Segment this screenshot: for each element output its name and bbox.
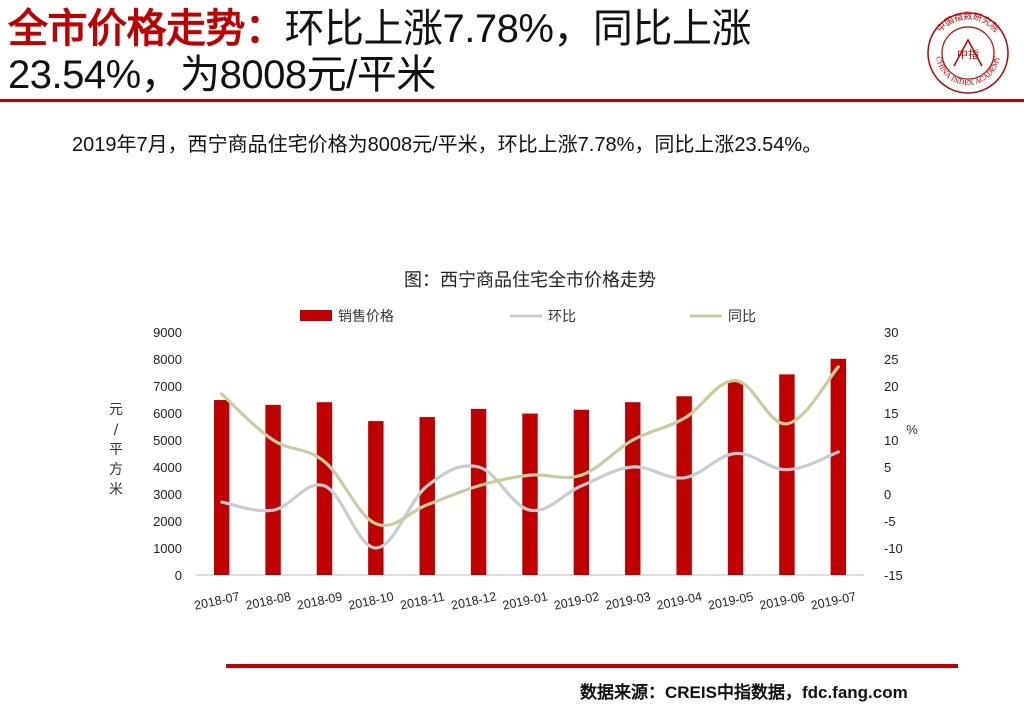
y-left-label-char: 米 bbox=[109, 482, 123, 498]
bar-2019-01 bbox=[522, 413, 538, 575]
x-tick-2019-05: 2019-05 bbox=[707, 589, 755, 612]
x-tick-2019-06: 2019-06 bbox=[758, 589, 806, 612]
headline-lead: 全市价格走势： bbox=[8, 7, 285, 51]
bar-2018-08 bbox=[265, 404, 281, 575]
x-tick-2019-01: 2019-01 bbox=[501, 589, 549, 612]
summary-text: 2019年7月，西宁商品住宅价格为8008元/平米，环比上涨7.78%，同比上涨… bbox=[72, 134, 823, 156]
legend-label-1: 环比 bbox=[548, 309, 576, 325]
data-source: 数据来源：CREIS中指数据，fdc.fang.com bbox=[580, 683, 908, 702]
y-left-tick: 2000 bbox=[153, 514, 182, 529]
legend-label-0: 销售价格 bbox=[338, 309, 394, 325]
bar-2019-07 bbox=[830, 358, 847, 575]
y-right-tick: -5 bbox=[884, 514, 896, 529]
x-tick-2018-10: 2018-10 bbox=[347, 589, 395, 612]
x-tick-2018-07: 2018-07 bbox=[193, 589, 241, 612]
y-left-label-char: 平 bbox=[109, 442, 123, 458]
x-tick-2019-04: 2019-04 bbox=[655, 589, 703, 612]
price-trend-chart: 图：西宁商品住宅全市价格走势销售价格 环比 同比 0 1000 2000 3000 4000 5… bbox=[100, 262, 940, 622]
bar-2018-12 bbox=[470, 408, 487, 575]
y-right-tick: -10 bbox=[884, 541, 903, 556]
y-left-label-char: 元 bbox=[109, 402, 123, 418]
y-right-tick: 25 bbox=[884, 352, 898, 367]
x-tick-2018-09: 2018-09 bbox=[296, 589, 344, 612]
headline: 全市价格走势：环比上涨7.78%，同比上涨23.54%，为8008元/平米 bbox=[8, 6, 888, 98]
legend-swatch-0 bbox=[300, 310, 332, 321]
y-right-tick: 15 bbox=[884, 406, 898, 421]
y-left-tick: 9000 bbox=[153, 325, 182, 340]
x-tick-2019-02: 2019-02 bbox=[553, 589, 601, 612]
y-right-tick: 5 bbox=[884, 460, 891, 475]
logo-top-text: 中国指数研究院 bbox=[934, 10, 1002, 35]
x-tick-2018-08: 2018-08 bbox=[244, 589, 292, 612]
y-right-label: % bbox=[906, 422, 918, 437]
x-tick-2019-03: 2019-03 bbox=[604, 589, 652, 612]
y-left-tick: 6000 bbox=[153, 406, 182, 421]
bar-2019-03 bbox=[625, 402, 641, 575]
header-divider bbox=[0, 99, 1024, 102]
x-tick-2018-11: 2018-11 bbox=[399, 590, 446, 613]
y-right-tick: 10 bbox=[884, 433, 898, 448]
y-left-tick: 0 bbox=[175, 568, 182, 583]
y-left-label-char: / bbox=[114, 422, 119, 438]
y-right-tick: 30 bbox=[884, 325, 898, 340]
bar-2019-04 bbox=[676, 396, 692, 575]
y-right-tick: 20 bbox=[884, 379, 898, 394]
bar-2018-11 bbox=[419, 417, 435, 575]
bar-2019-06 bbox=[779, 374, 795, 575]
headline-rest: 环比上涨7.78%，同比上涨23.54%，为8008元/平米 bbox=[8, 7, 751, 97]
y-left-tick: 1000 bbox=[153, 541, 182, 556]
logo: 中国指数研究院 CHINA INDEX ACADEMY 中指 bbox=[927, 10, 1009, 94]
y-left-tick: 5000 bbox=[153, 433, 182, 448]
footer-divider bbox=[226, 664, 958, 668]
y-left-label-char: 方 bbox=[109, 462, 123, 478]
bar-2018-07 bbox=[213, 400, 230, 575]
bar-2018-10 bbox=[368, 421, 384, 575]
x-tick-2018-12: 2018-12 bbox=[450, 589, 498, 612]
bar-2018-09 bbox=[316, 402, 333, 575]
y-left-tick: 3000 bbox=[153, 487, 182, 502]
logo-outer-ring bbox=[927, 12, 1009, 94]
y-right-tick: -15 bbox=[884, 568, 903, 583]
chart-title: 图：西宁商品住宅全市价格走势 bbox=[404, 270, 656, 291]
logo-mark bbox=[953, 38, 983, 67]
x-tick-2019-07: 2019-07 bbox=[810, 589, 858, 612]
y-left-tick: 4000 bbox=[153, 460, 182, 475]
y-left-tick: 7000 bbox=[153, 379, 182, 394]
y-left-tick: 8000 bbox=[153, 352, 182, 367]
legend-label-2: 同比 bbox=[728, 309, 756, 325]
logo-inner-ring bbox=[941, 26, 995, 80]
bar-2019-02 bbox=[573, 409, 590, 575]
y-right-tick: 0 bbox=[884, 487, 891, 502]
bar-2019-05 bbox=[727, 381, 744, 575]
